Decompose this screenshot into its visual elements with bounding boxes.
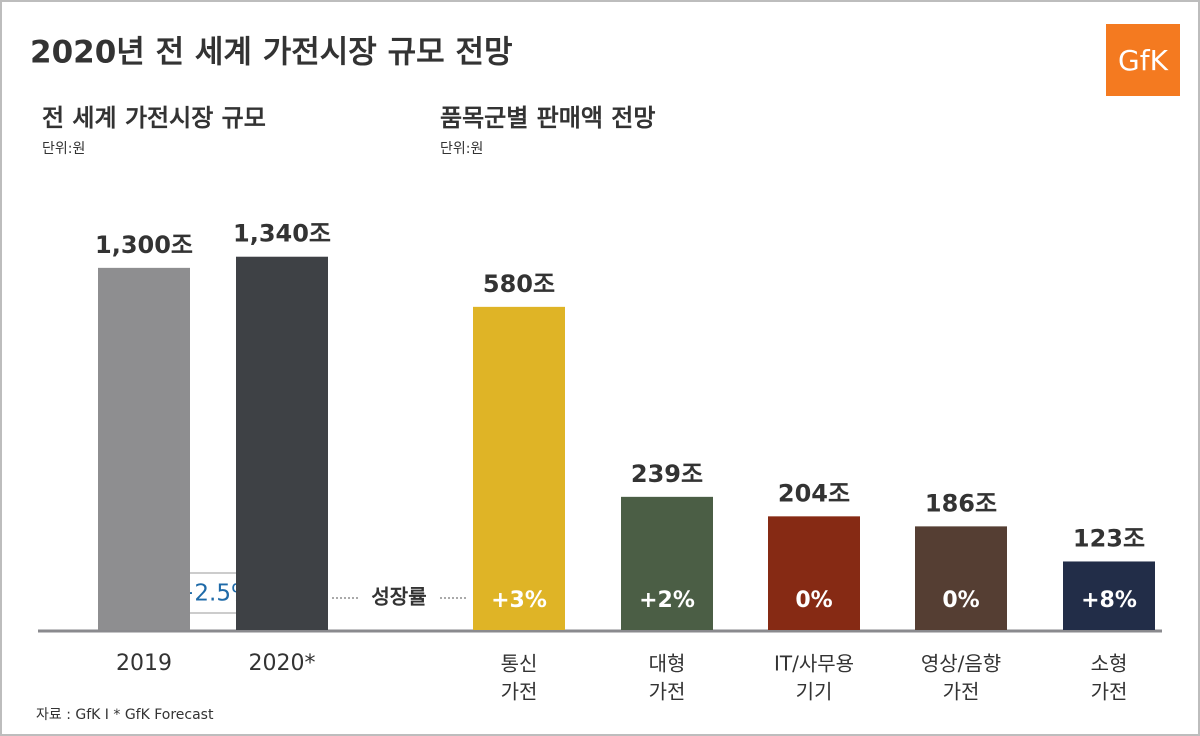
chart-title: 품목군별 판매액 전망: [440, 104, 655, 132]
x-tick-label: 통신: [501, 652, 538, 676]
value-label: 204조: [778, 479, 850, 507]
x-tick-label: 소형: [1091, 652, 1128, 676]
value-label: 1,340조: [233, 220, 331, 248]
source: 자료 : GfK I * GfK Forecast: [36, 707, 214, 723]
x-tick-label: 가전: [943, 680, 980, 704]
x-tick-label: 가전: [501, 680, 538, 704]
bar: [1063, 561, 1155, 630]
growth-label: 0%: [942, 588, 979, 613]
value-label: 580조: [483, 270, 555, 298]
logo-box: [1106, 24, 1180, 96]
value-label: 186조: [925, 489, 997, 517]
x-tick-label: 기기: [796, 680, 833, 704]
unit: 단위:원: [440, 141, 483, 157]
x-tick-label: 2020*: [249, 651, 316, 676]
bar: [915, 526, 1007, 630]
value-label: 123조: [1073, 524, 1145, 552]
growth-label: +3%: [491, 588, 547, 613]
value-label: 239조: [631, 460, 703, 488]
x-tick-label: 2019: [116, 651, 172, 676]
page-title: 2020년 전 세계 가전시장 규모 전망: [30, 35, 512, 71]
logo: GfK: [1118, 44, 1169, 77]
x-tick-label: 가전: [649, 680, 686, 704]
bar: [98, 267, 190, 630]
x-tick-label: 대형: [649, 652, 686, 676]
bar: [621, 496, 713, 630]
growth-title: 성장률: [371, 585, 426, 609]
growth-label: +8%: [1081, 588, 1137, 613]
bar: [236, 256, 328, 630]
x-tick-label: 가전: [1091, 680, 1128, 704]
growth-label: 0%: [795, 588, 832, 613]
growth-label: +2%: [639, 588, 695, 613]
x-tick-label: IT/사무용: [774, 652, 854, 676]
unit: 단위:원: [42, 141, 85, 157]
bar: [473, 306, 565, 630]
value-label: 1,300조: [95, 231, 193, 259]
x-tick-label: 영상/음향: [921, 652, 1001, 676]
chart-title: 전 세계 가전시장 규모: [42, 104, 266, 132]
bar: [768, 516, 860, 630]
